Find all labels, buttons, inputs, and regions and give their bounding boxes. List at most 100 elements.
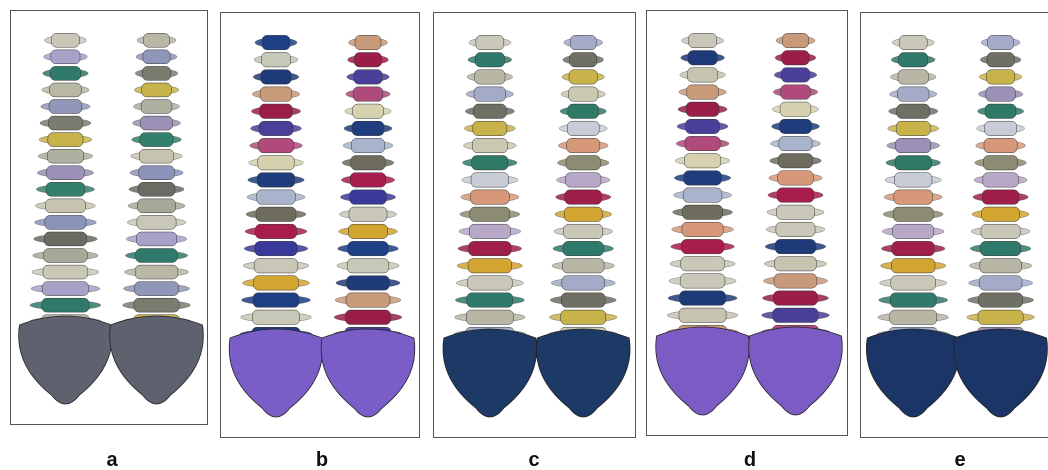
vertebra xyxy=(563,241,603,255)
vertebra xyxy=(139,149,173,163)
vertebra xyxy=(48,133,83,147)
vertebra xyxy=(137,215,176,229)
vertebra xyxy=(350,173,386,187)
vertebra xyxy=(42,282,88,296)
vertebra xyxy=(567,138,600,152)
vertebra xyxy=(780,102,811,116)
vertebra xyxy=(896,138,931,152)
vertebra xyxy=(255,224,296,238)
vertebra xyxy=(987,53,1014,67)
vertebra xyxy=(136,232,176,246)
vertebra xyxy=(681,239,723,253)
vertebra xyxy=(472,138,507,152)
vertebra xyxy=(776,205,814,219)
vertebra xyxy=(466,310,513,324)
vertebra xyxy=(688,51,717,65)
vertebra xyxy=(48,116,82,130)
vertebra xyxy=(899,53,928,67)
vertebra xyxy=(569,70,597,84)
vertebra xyxy=(683,205,723,219)
vertebra xyxy=(257,190,296,204)
vertebra xyxy=(141,100,172,114)
vertebra xyxy=(256,207,296,221)
vertebra xyxy=(476,35,504,49)
vertebra xyxy=(562,276,605,290)
vertebra xyxy=(782,33,808,47)
vertebra xyxy=(471,173,509,187)
vertebra xyxy=(473,104,506,118)
vertebra xyxy=(348,224,387,238)
vertebra xyxy=(687,68,717,82)
vertebra xyxy=(467,293,513,307)
vertebra xyxy=(984,138,1017,152)
vertebra xyxy=(143,50,170,64)
vertebra xyxy=(897,104,930,118)
vertebra xyxy=(979,276,1022,290)
vertebra xyxy=(142,66,170,80)
vertebra xyxy=(892,241,934,255)
vertebra xyxy=(686,119,720,133)
vertebra xyxy=(467,276,512,290)
vertebra xyxy=(473,121,507,135)
vertebra xyxy=(255,241,297,255)
vertebra xyxy=(979,293,1023,307)
vertebra xyxy=(682,222,723,236)
panel-label: b xyxy=(316,449,328,470)
vertebra xyxy=(778,154,812,168)
vertebra xyxy=(474,87,506,101)
vertebra xyxy=(44,232,86,246)
vertebra xyxy=(561,293,605,307)
vertebra xyxy=(352,121,384,135)
vertebra xyxy=(142,83,172,97)
vertebra xyxy=(894,190,933,204)
vertebra xyxy=(472,156,508,170)
vertebra xyxy=(570,35,596,49)
vertebra xyxy=(684,171,722,185)
vertebra xyxy=(45,199,85,213)
vertebra xyxy=(899,35,927,49)
vertebra xyxy=(779,119,811,133)
vertebra xyxy=(680,291,726,305)
vertebra xyxy=(685,136,720,150)
vertebra xyxy=(985,121,1017,135)
vertebra xyxy=(561,310,606,324)
vertebra xyxy=(138,182,175,196)
vertebra xyxy=(468,259,512,273)
vertebra xyxy=(254,276,299,290)
vertebra xyxy=(681,257,725,271)
vertebra xyxy=(895,156,931,170)
vertebra xyxy=(565,190,602,204)
panels xyxy=(11,11,1048,438)
vertebra xyxy=(42,298,89,312)
vertebra xyxy=(138,199,176,213)
vertebra xyxy=(258,156,294,170)
figure: a b c d e xyxy=(0,0,1048,470)
vertebra xyxy=(779,136,812,150)
vertebra xyxy=(470,207,510,221)
vertebra xyxy=(684,154,720,168)
vertebra xyxy=(985,104,1016,118)
vertebra xyxy=(893,207,933,221)
vertebra xyxy=(983,173,1019,187)
vertebra xyxy=(469,241,511,255)
vertebra xyxy=(683,188,722,202)
panel-label: a xyxy=(106,449,118,470)
vertebra xyxy=(353,104,384,118)
vertebra xyxy=(775,239,815,253)
vertebra xyxy=(258,138,293,152)
vertebra xyxy=(44,249,88,263)
vertebra xyxy=(354,70,382,84)
vertebra xyxy=(470,190,509,204)
vertebra xyxy=(139,166,175,180)
vertebra xyxy=(562,259,604,273)
vertebra xyxy=(351,156,385,170)
vertebra xyxy=(564,207,602,221)
vertebra xyxy=(897,87,929,101)
panel-label: e xyxy=(954,449,965,470)
vertebra xyxy=(988,35,1014,49)
vertebra xyxy=(775,257,817,271)
vertebra xyxy=(51,50,80,64)
vertebra xyxy=(891,259,935,273)
vertebra xyxy=(346,293,390,307)
vertebra xyxy=(776,222,815,236)
